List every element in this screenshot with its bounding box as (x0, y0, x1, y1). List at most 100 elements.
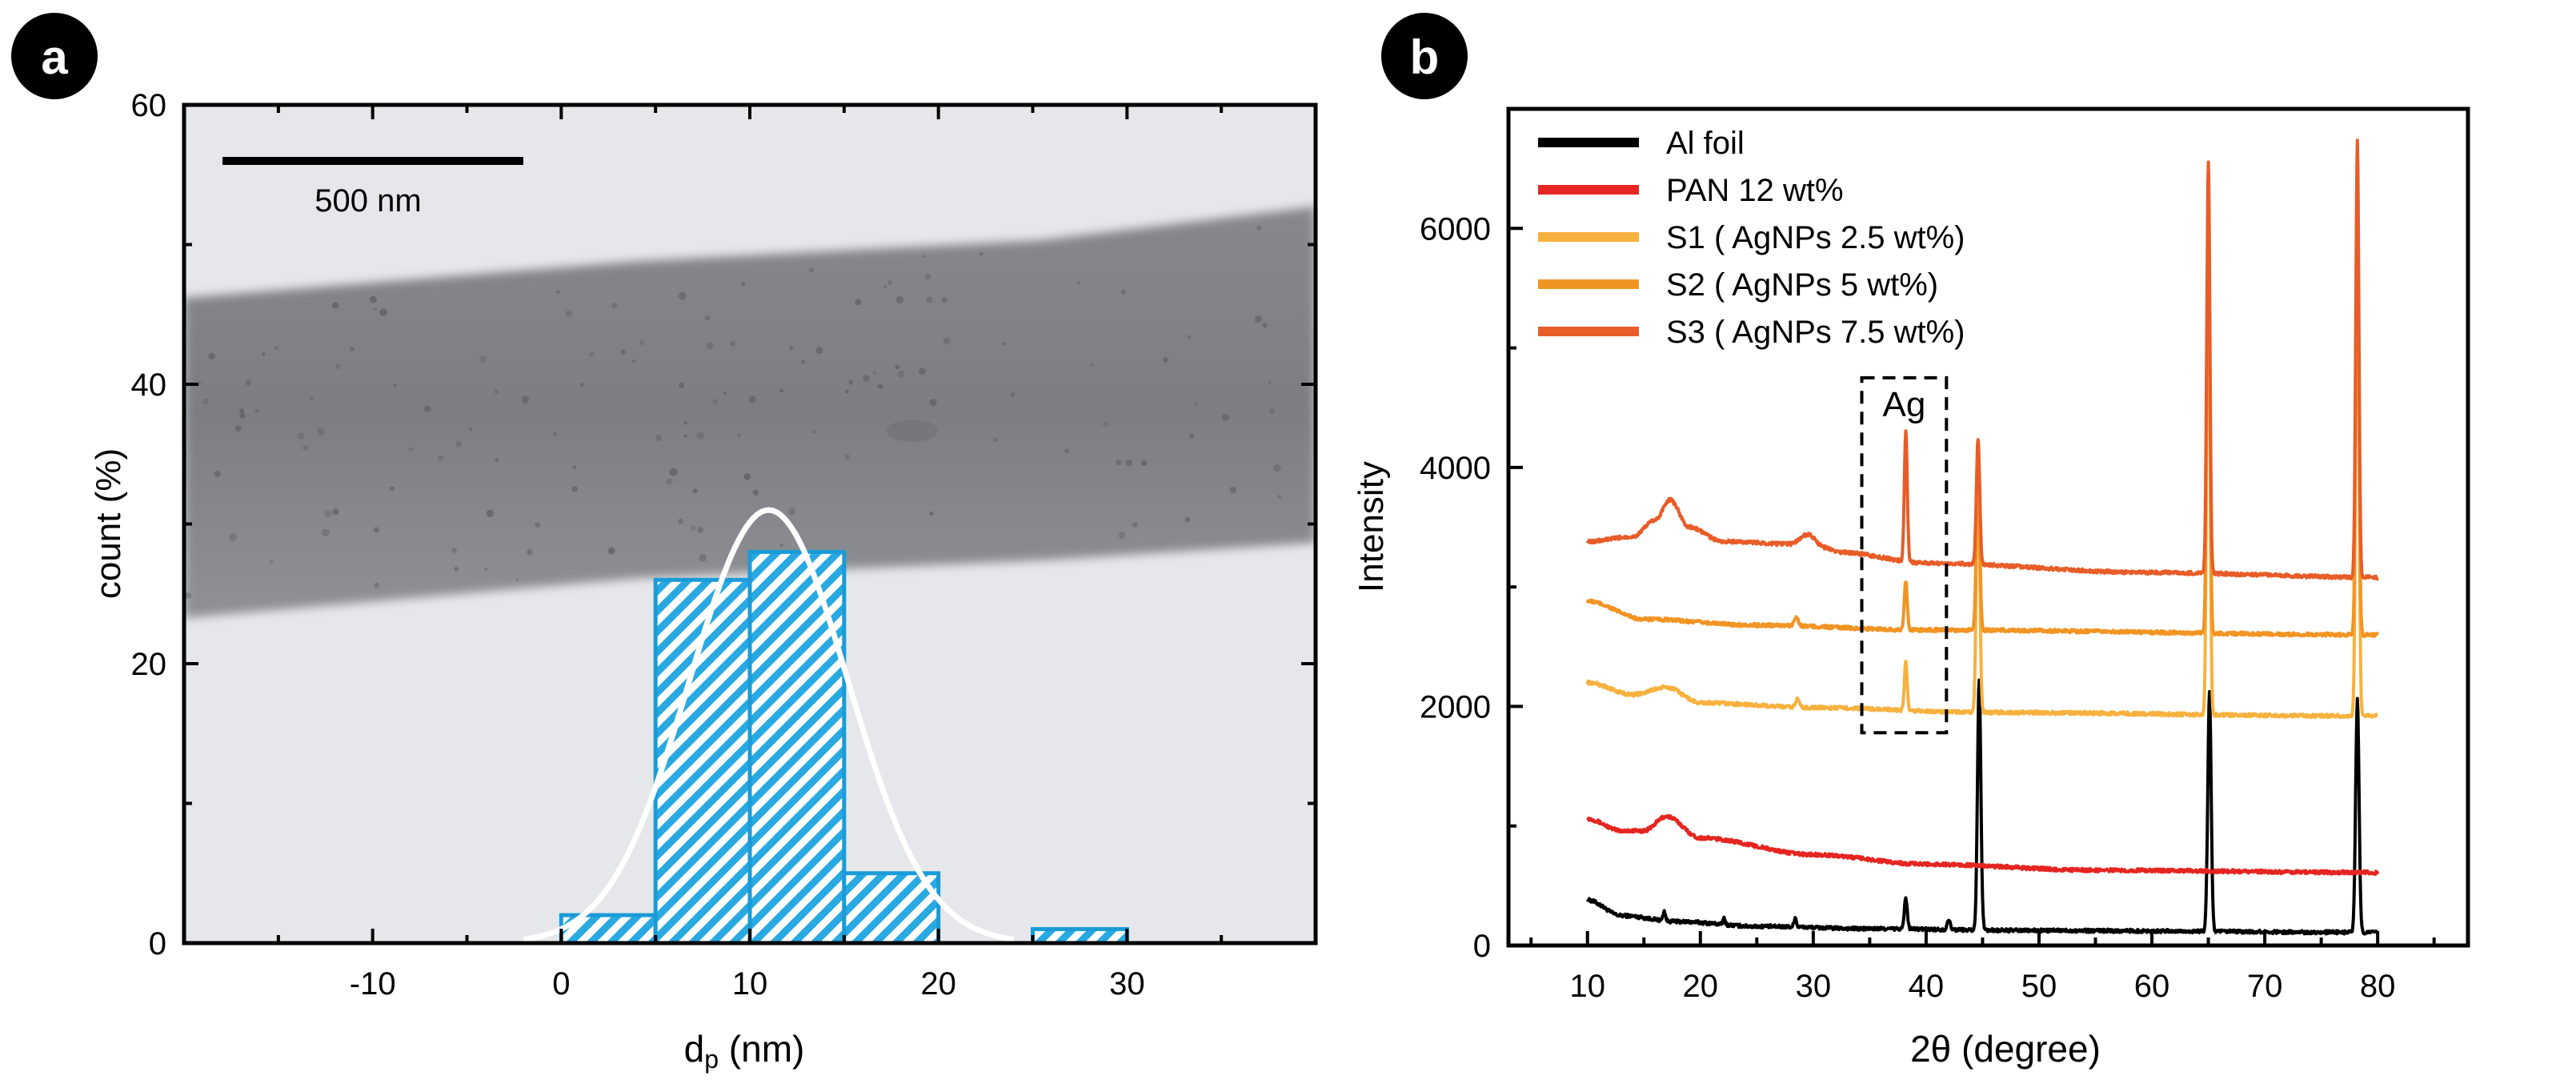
histogram-bar (747, 549, 847, 945)
nanoparticle-dot (379, 308, 387, 316)
nanoparticle-dot (801, 359, 805, 364)
nanoparticle-dot (589, 352, 595, 357)
nanoparticle-dot (779, 388, 784, 393)
y-tick-label-a: 40 (131, 367, 167, 403)
nanoparticle-dot (683, 434, 687, 438)
xlabel-a-main: d (684, 1028, 705, 1070)
legend-label: Al foil (1666, 126, 1745, 161)
nanoparticle-dot (639, 339, 645, 346)
nanoparticle-dot (1118, 532, 1126, 539)
nanoparticle-dot (393, 383, 397, 387)
nanoparticle-dot (1184, 516, 1191, 523)
nanoparticle-dot (740, 282, 746, 287)
nanoparticle-dot (1090, 363, 1095, 367)
nanoparticle-dot (390, 486, 395, 491)
xlabel-a-sub: p (704, 1045, 719, 1074)
nanoparticle-dot (324, 510, 332, 518)
nanoparticle-dot (556, 290, 560, 294)
nanoparticle-dot (484, 568, 488, 571)
panel-b-badge: b (1381, 13, 1468, 99)
nanoparticle-dot (1125, 460, 1133, 467)
nanoparticle-dot (316, 428, 325, 436)
scale-bar-label: 500 nm (314, 183, 421, 219)
nanoparticle-dot (1221, 414, 1229, 421)
y-tick-label-b: 2000 (1420, 689, 1491, 725)
nanoparticle-dot (979, 251, 984, 256)
scale-bar: 500 nm (222, 157, 523, 219)
histogram-bar (842, 871, 941, 945)
nanoparticle-dot (245, 379, 251, 386)
nanoparticle-dot (214, 470, 221, 478)
x-tick-label-a: -10 (350, 966, 396, 1002)
nanoparticle-dot (697, 527, 703, 533)
histogram-bar (1031, 927, 1129, 945)
y-tick-label-b: 4000 (1420, 451, 1491, 486)
x-tick-label-b: 40 (1909, 969, 1945, 1004)
nanoparticle-dot (844, 454, 851, 460)
nanoparticle-dot (926, 296, 933, 303)
nanoparticle-dot (897, 371, 905, 378)
x-tick-label-b: 20 (1683, 969, 1719, 1004)
nanoparticle-dot (748, 395, 756, 403)
nanoparticle-dot (704, 315, 711, 321)
nanoparticle-dots (184, 225, 1282, 599)
nanoparticle-dot (269, 560, 274, 564)
nanoparticle-dot (239, 412, 246, 419)
nanoparticle-dot (707, 342, 714, 350)
nanoparticle-dot (925, 274, 931, 280)
nanoparticle-dot (408, 447, 413, 452)
y-tick-label-b: 6000 (1420, 211, 1491, 247)
nanoparticle-dot (239, 408, 245, 414)
nanoparticle-dot (863, 375, 870, 383)
badge-label-b: b (1410, 30, 1440, 84)
ag-annotation-box (1860, 375, 1949, 735)
x-tick-label-b: 30 (1796, 969, 1832, 1004)
xlabel-a: dp (nm) (684, 1028, 805, 1074)
nanoparticle-dot (486, 509, 494, 517)
nanoparticle-dot (877, 383, 883, 389)
ylabel-a: count (%) (89, 448, 128, 599)
x-tick-label-a: 0 (552, 966, 570, 1002)
ag-annotation-label: Ag (1882, 385, 1925, 424)
nanoparticle-dot (527, 548, 533, 556)
nanoparticle-dot (1229, 486, 1236, 494)
legend: Al foil PAN 12 wt% S1 ( AgNPs 2.5 wt%) S2 (… (1538, 126, 1965, 350)
nanoparticle-dot (811, 429, 816, 434)
x-tick-label-b: 50 (2021, 969, 2057, 1004)
nanoparticle-dot (1120, 289, 1126, 295)
xrd-line (1585, 678, 2379, 936)
nanoparticle-dot (331, 302, 339, 309)
nanoparticle-dot (779, 544, 783, 548)
nanoparticle-dot (1116, 460, 1122, 466)
legend-label: S3 ( AgNPs 7.5 wt%) (1666, 315, 1965, 350)
nanoparticle-dot (322, 528, 330, 536)
nanoparticle-dot (1002, 342, 1007, 346)
nanoparticle-dot (374, 582, 380, 588)
x-tick-label-a: 20 (920, 966, 956, 1002)
nanoparticle-dot (494, 389, 499, 395)
nanoparticle-dot (815, 347, 823, 355)
nanoparticle-dot (185, 592, 192, 599)
nanoparticle-dot (350, 347, 355, 351)
xrd-line (1586, 813, 2380, 876)
nanoparticle-dot (723, 391, 727, 395)
nanoparticle-dot (887, 279, 893, 286)
nanoparticle-dot (571, 486, 578, 492)
nanoparticle-dot (809, 267, 815, 273)
x-tick-label-b: 10 (1569, 969, 1605, 1004)
nanoparticle-dot (895, 364, 900, 370)
nanoparticle-dot (712, 399, 718, 404)
nanoparticle-dot (437, 455, 444, 462)
nanoparticle-dot (848, 379, 854, 385)
axes-b: 10 20 30 40 50 60 70 80 0 2000 4000 6000 (1420, 107, 2436, 1004)
panel-b: b Ag Al foil PAN 12 wt% S1 ( AgNPs 2.5 wt%… (1352, 13, 2470, 1070)
nanoparticle-dot (1262, 323, 1268, 328)
nanoparticle-dot (678, 518, 683, 524)
nanoparticle-dot (580, 383, 584, 387)
ag-annotation: Ag (1860, 375, 1949, 735)
nanoparticle-dot (929, 511, 934, 516)
nanoparticle-dot (752, 489, 759, 496)
nanoparticle-dot (919, 367, 926, 375)
nanoparticle-dot (620, 349, 626, 355)
nanoparticle-dot (455, 441, 462, 448)
